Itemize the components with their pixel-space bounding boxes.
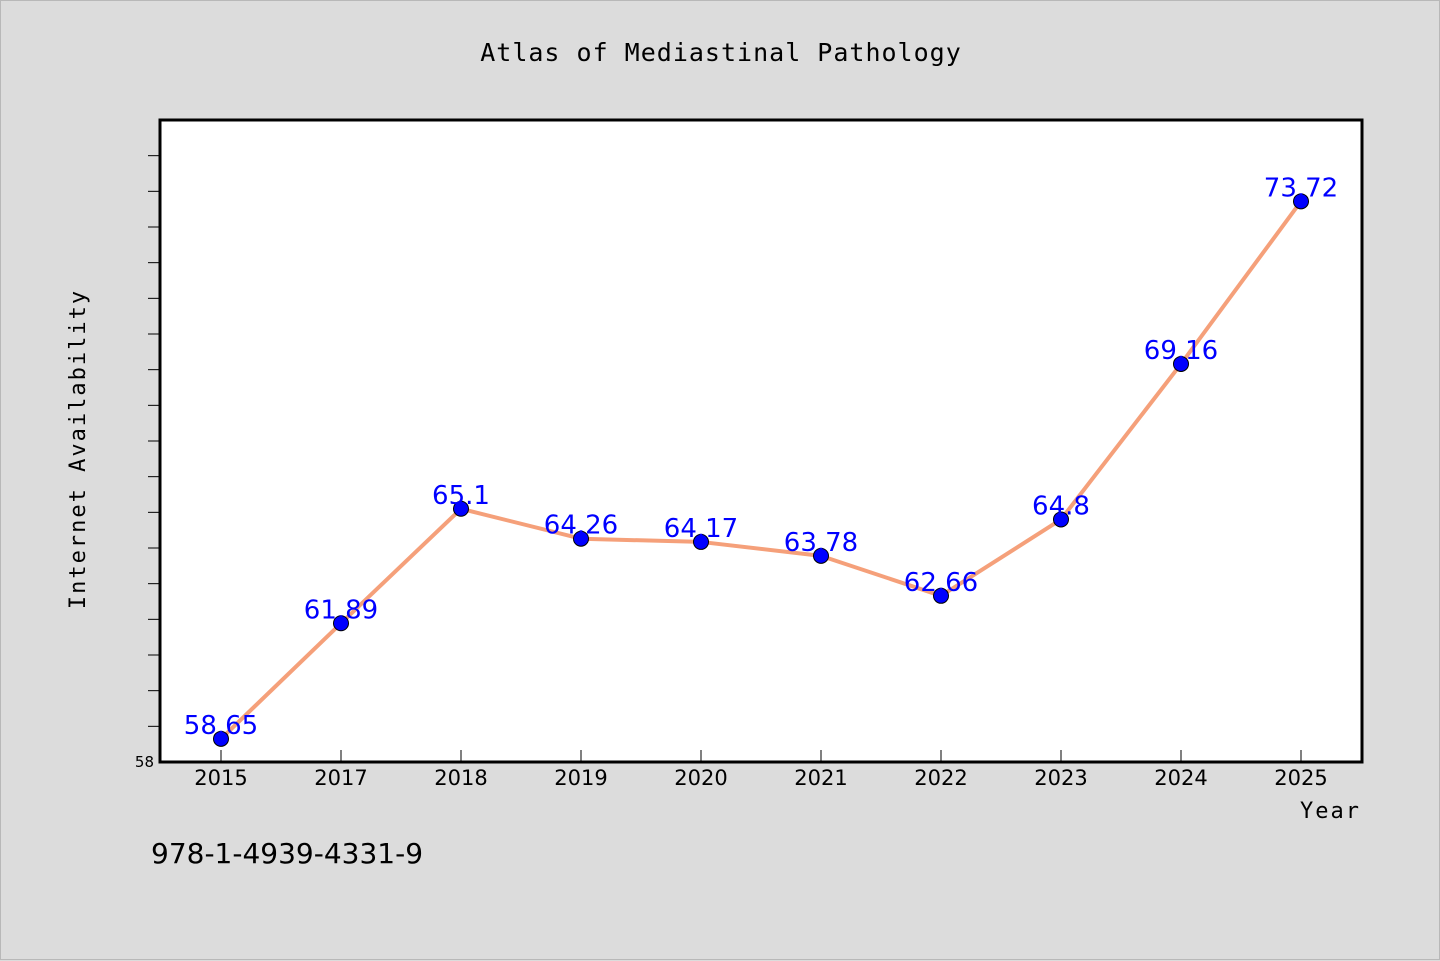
series-line <box>219 200 1303 741</box>
data-point <box>213 730 229 747</box>
data-label: 63.78 <box>784 528 858 558</box>
x-tick-label: 2025 <box>1274 766 1327 790</box>
y-tick-label: 58 <box>135 753 154 771</box>
x-tick-label: 2024 <box>1154 766 1207 790</box>
plot-area <box>158 118 1364 764</box>
y-axis-ticks: 58 <box>135 155 160 771</box>
x-tick-label: 2019 <box>554 766 607 790</box>
data-point <box>1293 193 1309 210</box>
data-point <box>693 533 709 550</box>
data-label: 65.1 <box>432 481 490 511</box>
x-tick-label: 2021 <box>794 766 847 790</box>
data-label: 64.17 <box>664 514 738 544</box>
x-tick-label: 2015 <box>194 766 247 790</box>
data-point <box>933 587 949 604</box>
x-tick-label: 2023 <box>1034 766 1087 790</box>
x-tick-label: 2020 <box>674 766 727 790</box>
y-axis-label: Internet Availability <box>66 289 91 609</box>
data-point <box>333 615 349 632</box>
x-axis-label: Year <box>1300 799 1361 824</box>
data-label: 73.72 <box>1264 173 1338 203</box>
data-label: 62.66 <box>904 568 978 598</box>
data-point <box>573 530 589 547</box>
data-label: 64.8 <box>1032 491 1090 521</box>
chart-title: Atlas of Mediastinal Pathology <box>480 38 962 67</box>
data-label: 64.26 <box>544 511 618 541</box>
x-tick-label: 2018 <box>434 766 487 790</box>
data-markers <box>213 193 1309 747</box>
data-point <box>1053 511 1069 528</box>
x-axis-ticks: 2015 2017 2018 2019 2020 2021 2022 2023 2024 2025 <box>194 750 1328 790</box>
isbn-text: 978-1-4939-4331-9 <box>151 837 424 870</box>
data-point <box>453 500 469 517</box>
data-labels: 58.65 61.89 65.1 64.26 64.17 63.78 62.66 64.8 69… <box>184 173 1338 740</box>
data-label: 61.89 <box>304 595 378 625</box>
x-tick-label: 2017 <box>314 766 367 790</box>
x-tick-label: 2022 <box>914 766 967 790</box>
data-point <box>1173 355 1189 372</box>
data-label: 69.16 <box>1144 336 1218 366</box>
data-point <box>813 547 829 564</box>
data-label: 58.65 <box>184 711 258 741</box>
